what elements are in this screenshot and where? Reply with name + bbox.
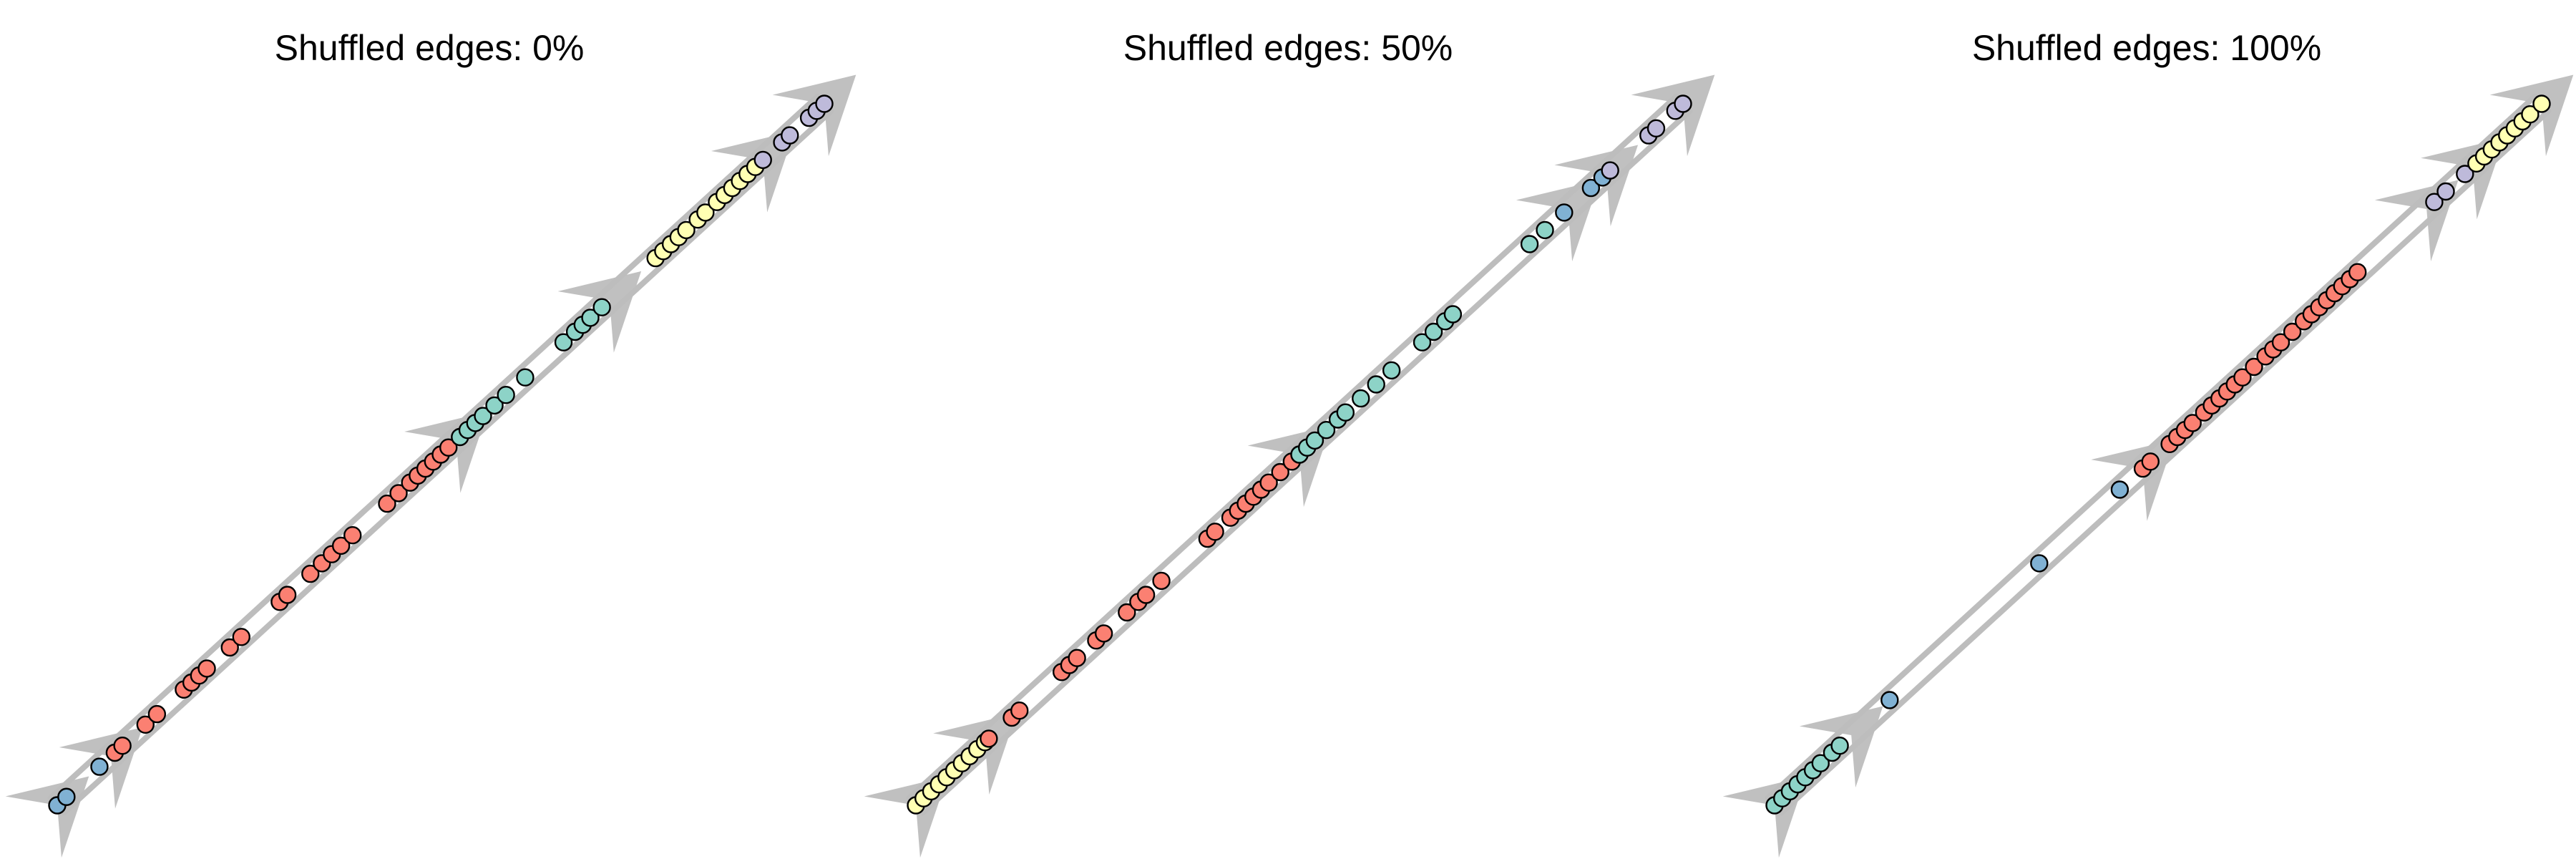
cell-point	[343, 526, 362, 545]
cell-point	[439, 438, 458, 457]
cell-point	[497, 386, 515, 404]
trajectory-edge	[919, 108, 1693, 816]
trajectory-edge	[1765, 93, 2538, 801]
panel-title-1: Shuffled edges: 50%	[1123, 28, 1453, 68]
cell-point	[2233, 368, 2252, 387]
milestone-arrowhead	[557, 271, 642, 353]
cell-point	[781, 126, 799, 145]
panel-title-0: Shuffled edges: 0%	[274, 28, 585, 68]
cell-point	[278, 586, 297, 604]
cell-point	[1520, 235, 1539, 253]
cell-point	[1880, 691, 1899, 709]
cell-point	[1136, 586, 1156, 604]
cell-point	[2110, 480, 2129, 499]
milestone-arrowhead	[711, 130, 795, 213]
cell-point	[232, 628, 250, 646]
cell-point	[1830, 736, 1849, 755]
cell-point	[516, 368, 535, 387]
cell-point	[2283, 322, 2302, 341]
trajectory-edge	[61, 108, 834, 816]
cell-point	[1305, 431, 1324, 450]
cell-point	[677, 220, 696, 240]
milestone-arrowhead	[5, 776, 89, 858]
milestone-arrowhead	[2091, 440, 2175, 521]
cell-point	[2425, 193, 2444, 211]
cell-point	[696, 203, 715, 222]
cell-point	[1271, 462, 1289, 482]
cell-point	[1152, 571, 1171, 591]
cell-point	[220, 638, 239, 657]
cell-point	[1424, 322, 1443, 341]
cell-point	[581, 309, 600, 327]
cell-point	[113, 736, 132, 755]
cell-point	[2271, 333, 2290, 351]
trajectory-edge	[906, 93, 1679, 801]
cell-point	[474, 407, 492, 425]
cell-point	[485, 396, 504, 415]
cell-point	[980, 729, 998, 748]
trajectory-panel-0	[5, 74, 857, 858]
cell-point	[1382, 361, 1401, 380]
cell-point	[1443, 305, 1463, 324]
cell-point	[197, 659, 216, 678]
cell-point	[1646, 119, 1666, 138]
cell-point	[1352, 389, 1370, 408]
trajectory-edge	[1778, 108, 2552, 816]
milestone-arrowhead	[1799, 706, 1883, 788]
cell-point	[1674, 94, 1692, 113]
cell-point	[592, 298, 611, 316]
cell-point	[1010, 702, 1029, 720]
cell-point	[1581, 178, 1601, 198]
cell-point	[1555, 203, 1574, 222]
cell-point	[2348, 263, 2367, 281]
cell-point	[1317, 421, 1336, 440]
cell-point	[147, 704, 167, 724]
cell-point	[554, 333, 573, 351]
cell-point	[1811, 754, 1830, 772]
cell-point	[57, 787, 76, 806]
cell-point	[301, 564, 320, 583]
cell-point	[1413, 333, 1432, 351]
milestone-arrowhead	[1631, 74, 1715, 157]
cell-point	[2245, 357, 2263, 377]
cell-point	[2456, 165, 2474, 183]
trajectory-edge	[47, 93, 821, 801]
cell-point	[815, 94, 834, 113]
cell-point	[389, 484, 408, 503]
cell-point	[1206, 523, 1224, 541]
cell-point	[1336, 403, 1355, 422]
cell-point	[2030, 554, 2049, 573]
milestone-arrowhead	[1516, 180, 1600, 262]
cell-point	[2183, 414, 2202, 432]
cell-point	[2532, 94, 2551, 113]
cell-point	[1259, 473, 1278, 492]
cell-point	[753, 150, 772, 170]
cell-point	[2521, 105, 2540, 124]
cell-point	[1118, 603, 1136, 622]
cell-point	[378, 494, 396, 513]
cell-point	[1601, 161, 1619, 180]
trajectory-panel-2	[1722, 74, 2574, 858]
cell-point	[90, 757, 109, 776]
cell-point	[136, 715, 155, 734]
panel-title-2: Shuffled edges: 100%	[1971, 28, 2322, 68]
cell-point	[331, 536, 351, 555]
milestone-arrowhead	[2489, 74, 2574, 157]
trajectory-panel-1	[864, 74, 1715, 858]
cell-point	[1536, 220, 1554, 240]
cell-point	[2141, 452, 2160, 471]
cell-point	[2436, 182, 2455, 201]
milestone-arrowhead	[772, 74, 857, 157]
cell-point	[1367, 375, 1385, 394]
cell-point	[1068, 649, 1086, 667]
cell-point	[1094, 624, 1113, 643]
